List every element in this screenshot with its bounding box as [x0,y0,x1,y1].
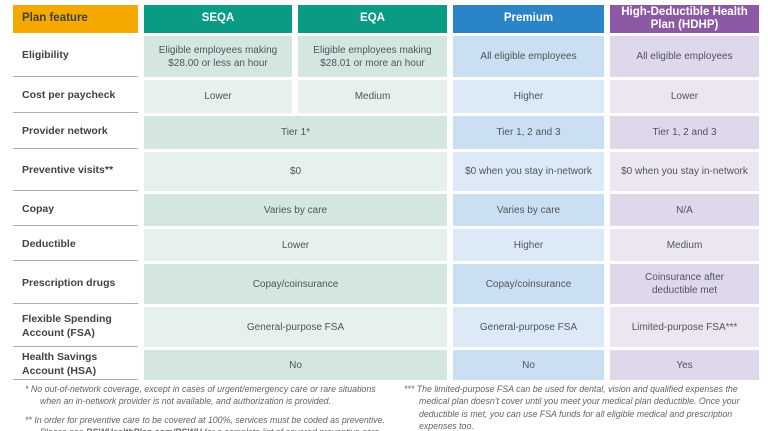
cell-preventive-premium: $0 when you stay in-network [453,152,604,191]
cell-hsa-seqa-eqa: No [144,350,447,380]
cell-eligibility-eqa: Eligible employees making $28.01 or more… [298,36,447,77]
cell-hsa-hdhp: Yes [610,350,759,380]
cell-prescription-premium: Copay/coinsurance [453,264,604,304]
cell-copay-hdhp: N/A [610,194,759,226]
footnote-text: No out-of-network coverage, except in ca… [30,384,376,407]
cell-deductible-hdhp: Medium [610,229,759,261]
cell-copay-premium: Varies by care [453,194,604,226]
cell-cost-eqa: Medium [298,80,447,113]
column-header-premium: Premium [453,5,604,33]
footnote-network: * No out-of-network coverage, except in … [25,383,387,408]
cell-eligibility-hdhp: All eligible employees [610,36,759,77]
footnote-text: The limited-purpose FSA can be used for … [416,384,740,431]
cell-fsa-seqa-eqa: General-purpose FSA [144,307,447,347]
footnote-text: for a complete list of covered preventiv… [40,427,379,431]
column-header-eqa: EQA [298,5,447,33]
footnote-marker: *** [404,384,415,394]
column-header-seqa: SEQA [144,5,292,33]
cell-fsa-hdhp: Limited-purpose FSA*** [610,307,759,347]
row-label-prescription-drugs: Prescription drugs [13,264,138,304]
row-label-eligibility: Eligibility [13,36,138,77]
cell-preventive-seqa-eqa: $0 [144,152,447,191]
footnotes-right-column: *** The limited-purpose FSA can be used … [404,383,762,431]
column-header-hdhp: High-Deductible Health Plan (HDHP) [610,5,759,33]
cell-prescription-hdhp: Coinsurance after deductible met [610,264,759,304]
row-label-copay: Copay [13,194,138,226]
plan-comparison-table: Plan feature SEQA EQA Premium High-Deduc… [13,5,759,380]
cell-cost-premium: Higher [453,80,604,113]
cell-preventive-hdhp: $0 when you stay in-network [610,152,759,191]
footnote-text: In order for preventive care to be cover… [34,414,385,431]
footnote-preventive: ** In order for preventive care to be co… [25,414,387,431]
footnotes-left-column: * No out-of-network coverage, except in … [25,383,387,431]
cell-cost-hdhp: Lower [610,80,759,113]
column-header-plan-feature: Plan feature [13,5,138,33]
footnote-link-text: BSWHealthPlan.com/BSWH [86,427,202,431]
footnote-limited-fsa: *** The limited-purpose FSA can be used … [404,383,762,431]
cell-network-hdhp: Tier 1, 2 and 3 [610,116,759,149]
row-label-cost-per-paycheck: Cost per paycheck [13,80,138,113]
cell-eligibility-seqa: Eligible employees making $28.00 or less… [144,36,292,77]
row-label-hsa: Health Savings Account (HSA) [13,350,138,380]
cell-prescription-seqa-eqa: Copay/coinsurance [144,264,447,304]
cell-copay-seqa-eqa: Varies by care [144,194,447,226]
footnote-marker: * [25,384,29,394]
cell-hsa-premium: No [453,350,604,380]
row-label-deductible: Deductible [13,229,138,261]
cell-fsa-premium: General-purpose FSA [453,307,604,347]
cell-network-seqa-eqa: Tier 1* [144,116,447,149]
cell-cost-seqa: Lower [144,80,292,113]
cell-network-premium: Tier 1, 2 and 3 [453,116,604,149]
footnote-marker: ** [25,414,32,425]
cell-eligibility-premium: All eligible employees [453,36,604,77]
row-label-provider-network: Provider network [13,116,138,149]
cell-deductible-seqa-eqa: Lower [144,229,447,261]
cell-deductible-premium: Higher [453,229,604,261]
row-label-preventive-visits: Preventive visits** [13,152,138,191]
row-label-fsa: Flexible Spending Account (FSA) [13,307,138,347]
